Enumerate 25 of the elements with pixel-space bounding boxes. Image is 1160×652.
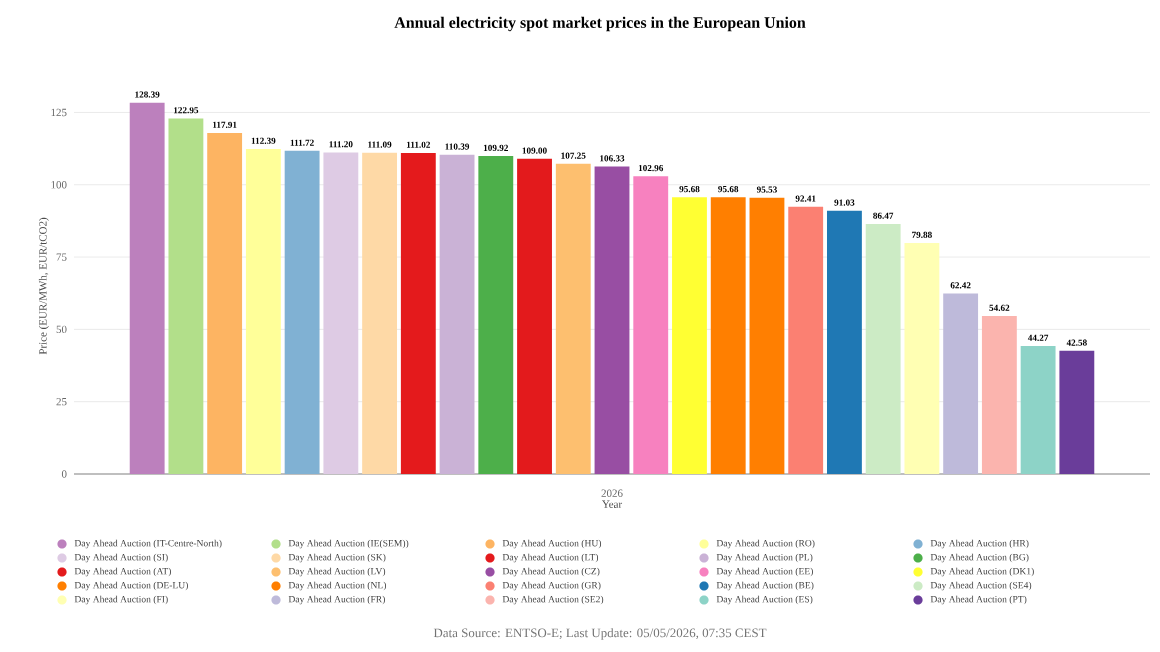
bar <box>362 152 398 474</box>
bar <box>904 242 940 474</box>
bar <box>633 176 669 474</box>
bar <box>710 197 746 474</box>
bar <box>439 154 475 474</box>
bar <box>555 163 591 474</box>
bar <box>672 197 707 474</box>
bar <box>478 156 514 474</box>
bar <box>284 150 320 474</box>
bar <box>168 118 204 474</box>
bar <box>749 197 785 474</box>
bar <box>323 152 359 474</box>
bar <box>594 166 630 474</box>
bar <box>517 158 552 474</box>
bar <box>245 148 281 474</box>
bar <box>129 102 165 474</box>
bar <box>865 223 901 474</box>
bar <box>788 206 824 474</box>
bar <box>943 293 979 474</box>
bar <box>1059 350 1095 474</box>
bar <box>207 132 243 474</box>
bar <box>826 210 862 474</box>
bar <box>981 316 1017 474</box>
bar <box>400 152 436 474</box>
bar <box>1020 345 1056 474</box>
